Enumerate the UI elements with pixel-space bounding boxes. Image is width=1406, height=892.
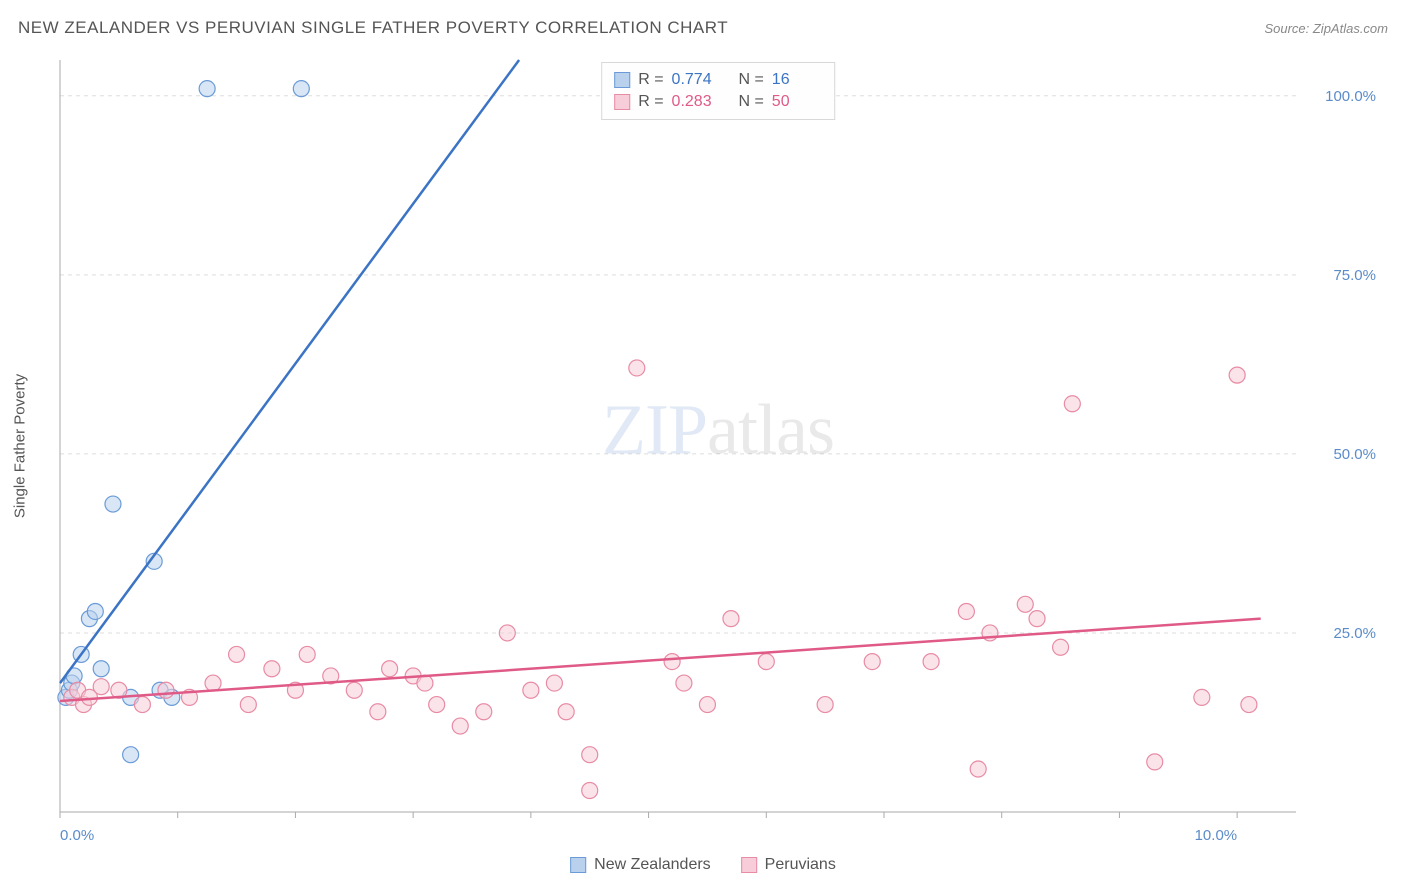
svg-text:75.0%: 75.0% [1333,267,1376,284]
legend-item: Peruvians [741,856,836,874]
legend-swatch [614,94,630,110]
legend-swatch [741,857,757,873]
chart-header: NEW ZEALANDER VS PERUVIAN SINGLE FATHER … [18,18,1388,38]
legend-label: New Zealanders [594,856,711,874]
chart-container: Single Father Poverty 25.0%50.0%75.0%100… [50,50,1386,842]
stats-box: R = 0.774 N = 16R = 0.283 N = 50 [601,62,835,120]
stats-row: R = 0.774 N = 16 [614,69,822,91]
svg-text:0.0%: 0.0% [60,827,94,842]
bottom-legend: New Zealanders Peruvians [570,856,836,874]
legend-label: Peruvians [765,856,836,874]
stats-row: R = 0.283 N = 50 [614,91,822,113]
svg-text:50.0%: 50.0% [1333,446,1376,463]
chart-title: NEW ZEALANDER VS PERUVIAN SINGLE FATHER … [18,18,728,38]
plot-area: 25.0% 50.0% 75.0% 100.0% 0.0% 10.0% [50,50,1386,842]
svg-text:10.0%: 10.0% [1195,827,1238,842]
svg-text:100.0%: 100.0% [1325,88,1376,105]
y-axis-label: Single Father Poverty [12,374,29,518]
svg-text:25.0%: 25.0% [1333,625,1376,642]
legend-swatch [570,857,586,873]
legend-item: New Zealanders [570,856,711,874]
legend-swatch [614,72,630,88]
chart-source: Source: ZipAtlas.com [1264,21,1388,36]
